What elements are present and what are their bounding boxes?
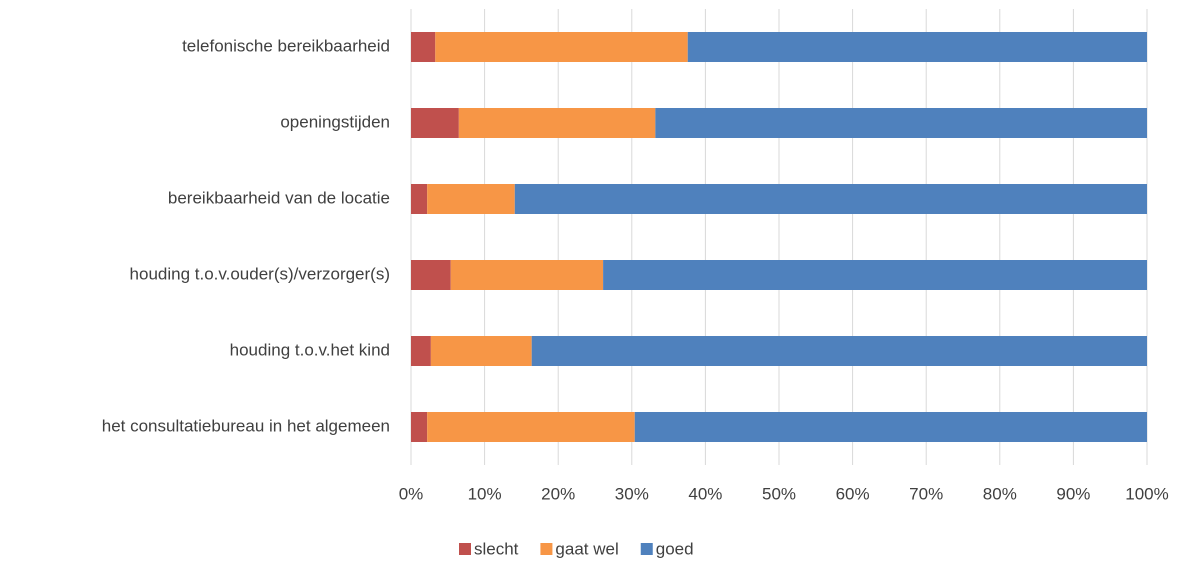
bar-segment — [427, 412, 635, 442]
y-tick-label: houding t.o.v.ouder(s)/verzorger(s) — [130, 264, 390, 283]
bar-segment — [411, 412, 428, 442]
legend-label: slecht — [474, 539, 519, 558]
bar-segment — [655, 108, 1147, 138]
bar-segment — [458, 108, 656, 138]
x-tick-label: 100% — [1125, 484, 1168, 503]
legend-label: goed — [656, 539, 694, 558]
x-tick-label: 0% — [399, 484, 424, 503]
bar-segment — [634, 412, 1147, 442]
bar-segment — [427, 184, 515, 214]
bar-segment — [687, 32, 1147, 62]
legend-label: gaat wel — [555, 539, 618, 558]
bar-segment — [411, 184, 428, 214]
x-tick-label: 70% — [909, 484, 943, 503]
x-tick-label: 10% — [468, 484, 502, 503]
y-tick-label: houding t.o.v.het kind — [230, 340, 390, 359]
bar-segment — [411, 336, 431, 366]
x-tick-label: 80% — [983, 484, 1017, 503]
bar-segment — [411, 260, 451, 290]
x-tick-label: 40% — [688, 484, 722, 503]
x-tick-label: 20% — [541, 484, 575, 503]
legend-swatch — [640, 543, 653, 555]
bar-segment — [531, 336, 1147, 366]
y-tick-label: telefonische bereikbaarheid — [182, 36, 390, 55]
x-tick-label: 30% — [615, 484, 649, 503]
bar-segment — [450, 260, 604, 290]
x-tick-label: 90% — [1056, 484, 1090, 503]
bar-segment — [603, 260, 1147, 290]
bar-segment — [411, 32, 436, 62]
bar-segment — [435, 32, 688, 62]
bar-segment — [430, 336, 532, 366]
y-tick-label: bereikbaarheid van de locatie — [168, 188, 390, 207]
y-tick-label: openingstijden — [280, 112, 390, 131]
legend-swatch — [540, 543, 553, 555]
x-tick-label: 60% — [836, 484, 870, 503]
bar-segment — [411, 108, 459, 138]
x-tick-label: 50% — [762, 484, 796, 503]
bar-segment — [514, 184, 1147, 214]
y-tick-label: het consultatiebureau in het algemeen — [102, 416, 390, 435]
legend-swatch — [459, 543, 471, 555]
